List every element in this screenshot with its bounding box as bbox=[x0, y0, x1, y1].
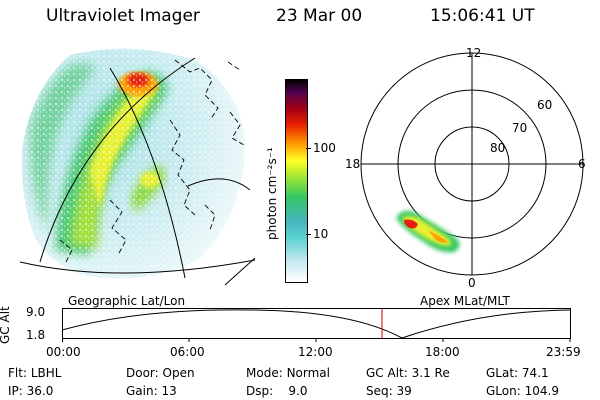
lat-label-80: 80 bbox=[490, 141, 506, 155]
colorbar-tick-label-100: 100 bbox=[313, 141, 336, 155]
timeline-xtick-1200: 12:00 bbox=[298, 345, 333, 359]
timeline-right-label: Apex MLat/MLT bbox=[420, 294, 510, 308]
observation-date: 23 Mar 00 bbox=[276, 6, 363, 26]
glat-info: GLat: 74.1 bbox=[486, 366, 549, 380]
door-info: Door: Open bbox=[126, 366, 195, 380]
mlt-label-18: 18 bbox=[345, 157, 361, 171]
timeline-left-label: Geographic Lat/Lon bbox=[68, 294, 186, 308]
lat-label-60: 60 bbox=[537, 98, 553, 112]
colorbar bbox=[285, 79, 308, 283]
timeline-xtick-2359: 23:59 bbox=[546, 345, 581, 359]
geographic-image bbox=[19, 48, 256, 286]
observation-time: 15:06:41 UT bbox=[430, 6, 535, 26]
timeline-ylabel: GC Alt bbox=[0, 306, 12, 344]
colorbar-unit-label: photon cm⁻²s⁻¹ bbox=[265, 147, 279, 240]
timeline-xtick-0600: 06:00 bbox=[170, 345, 205, 359]
ip-info: IP: 36.0 bbox=[8, 384, 54, 398]
timeline-xtick-0000: 00:00 bbox=[46, 345, 81, 359]
colorbar-tick bbox=[306, 234, 311, 235]
instrument-title: Ultraviolet Imager bbox=[46, 6, 200, 26]
mlt-label-12: 12 bbox=[466, 46, 482, 60]
timeline-ytick-1-8: 1.8 bbox=[26, 328, 46, 342]
altitude-timeline bbox=[61, 308, 571, 342]
dsp-info: Dsp: 9.0 bbox=[246, 384, 308, 398]
gc-alt-info: GC Alt: 3.1 Re bbox=[366, 366, 450, 380]
glon-info: GLon: 104.9 bbox=[486, 384, 559, 398]
filter-info: Flt: LBHL bbox=[8, 366, 62, 380]
lat-label-70: 70 bbox=[512, 121, 528, 135]
polar-plot bbox=[360, 52, 584, 276]
seq-info: Seq: 39 bbox=[366, 384, 412, 398]
mode-info: Mode: Normal bbox=[246, 366, 330, 380]
gain-info: Gain: 13 bbox=[126, 384, 177, 398]
colorbar-tick-label-10: 10 bbox=[313, 227, 329, 241]
mlt-label-0: 0 bbox=[468, 276, 476, 290]
mlt-label-6: 6 bbox=[578, 157, 586, 171]
colorbar-tick bbox=[306, 148, 311, 149]
timeline-ytick-9: 9.0 bbox=[26, 305, 46, 319]
timeline-xtick-1800: 18:00 bbox=[425, 345, 460, 359]
